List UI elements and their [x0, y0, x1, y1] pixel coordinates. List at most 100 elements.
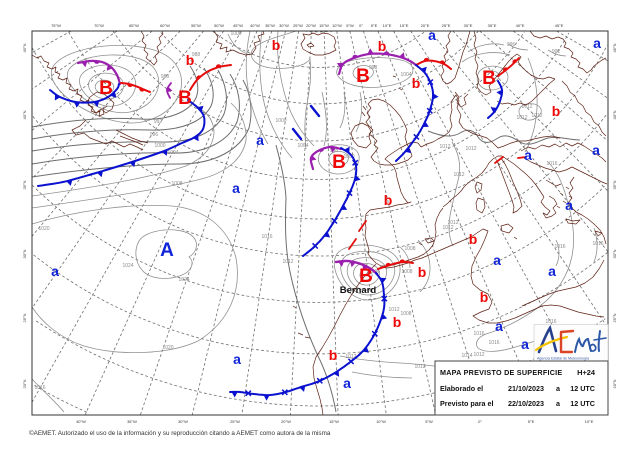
- svg-text:25°N: 25°N: [612, 313, 617, 322]
- svg-text:1012: 1012: [282, 259, 293, 265]
- svg-text:MAPA PREVISTO DE SUPERFICIE: MAPA PREVISTO DE SUPERFICIE: [440, 368, 562, 377]
- svg-text:b: b: [480, 289, 489, 305]
- svg-text:10°E: 10°E: [585, 419, 594, 424]
- svg-text:1000: 1000: [275, 118, 286, 124]
- svg-text:a: a: [556, 384, 561, 393]
- svg-text:Previsto para el: Previsto para el: [440, 399, 494, 408]
- svg-text:1000: 1000: [343, 154, 354, 160]
- svg-text:a: a: [493, 252, 501, 268]
- svg-text:20°E: 20°E: [421, 23, 430, 28]
- svg-text:1020: 1020: [38, 226, 49, 232]
- svg-text:a: a: [565, 197, 573, 213]
- svg-text:1016: 1016: [473, 331, 484, 337]
- svg-text:B: B: [178, 88, 192, 109]
- svg-text:10°W: 10°W: [376, 419, 386, 424]
- svg-text:H+24: H+24: [577, 368, 596, 377]
- svg-text:10°W: 10°W: [332, 23, 342, 28]
- svg-text:1012: 1012: [442, 225, 453, 231]
- svg-text:75°W: 75°W: [51, 23, 61, 28]
- svg-text:1012: 1012: [473, 352, 484, 358]
- svg-text:1012: 1012: [439, 144, 450, 150]
- svg-text:12 UTC: 12 UTC: [570, 399, 595, 408]
- svg-text:30°W: 30°W: [178, 419, 188, 424]
- svg-text:Bernard: Bernard: [340, 285, 377, 296]
- svg-text:1008: 1008: [171, 181, 182, 187]
- svg-text:15°E: 15°E: [400, 23, 409, 28]
- svg-text:35°N: 35°N: [22, 180, 27, 189]
- svg-text:b: b: [412, 75, 421, 91]
- svg-text:1012: 1012: [453, 172, 464, 178]
- svg-text:20°W: 20°W: [306, 23, 316, 28]
- svg-text:30°N: 30°N: [612, 249, 617, 258]
- svg-text:a: a: [233, 351, 241, 367]
- svg-text:1024: 1024: [122, 263, 133, 269]
- svg-text:a: a: [495, 318, 503, 334]
- svg-text:1016: 1016: [488, 340, 499, 346]
- svg-text:35°W: 35°W: [127, 419, 137, 424]
- svg-text:998: 998: [330, 148, 339, 154]
- svg-text:25°N: 25°N: [22, 313, 27, 322]
- svg-text:992: 992: [552, 49, 561, 55]
- svg-text:1004: 1004: [400, 72, 411, 78]
- svg-text:©AEMET. Autorizado el uso de l: ©AEMET. Autorizado el uso de la informac…: [29, 429, 331, 437]
- svg-text:b: b: [272, 37, 281, 53]
- svg-text:15°W: 15°W: [319, 23, 329, 28]
- svg-text:a: a: [556, 399, 561, 408]
- svg-text:992: 992: [154, 119, 163, 125]
- svg-text:55°W: 55°W: [191, 23, 201, 28]
- svg-text:1016: 1016: [554, 244, 565, 250]
- svg-text:a: a: [521, 336, 529, 352]
- svg-text:40°W: 40°W: [76, 419, 86, 424]
- svg-text:996: 996: [507, 42, 516, 48]
- svg-text:1012: 1012: [465, 146, 476, 152]
- svg-text:12 UTC: 12 UTC: [570, 384, 595, 393]
- svg-text:1016: 1016: [261, 234, 272, 240]
- svg-text:1004: 1004: [167, 150, 178, 156]
- svg-text:35°W: 35°W: [265, 23, 275, 28]
- svg-text:25°W: 25°W: [230, 419, 240, 424]
- svg-text:1004: 1004: [297, 143, 308, 149]
- svg-text:5°W: 5°W: [346, 23, 354, 28]
- svg-text:70°W: 70°W: [94, 23, 104, 28]
- svg-text:5°W: 5°W: [425, 419, 433, 424]
- svg-text:30°E: 30°E: [464, 23, 473, 28]
- svg-text:a: a: [524, 147, 532, 163]
- svg-text:5°E: 5°E: [371, 23, 378, 28]
- svg-text:20°N: 20°N: [612, 379, 617, 388]
- svg-text:b: b: [378, 38, 387, 54]
- svg-text:a: a: [343, 375, 351, 391]
- svg-text:a: a: [51, 263, 59, 279]
- svg-text:b: b: [393, 314, 402, 330]
- svg-text:40°E: 40°E: [516, 23, 525, 28]
- svg-text:45°W: 45°W: [233, 23, 243, 28]
- svg-text:1012: 1012: [345, 354, 356, 360]
- svg-text:1024: 1024: [178, 277, 189, 283]
- svg-text:1008: 1008: [401, 269, 412, 275]
- svg-text:40°N: 40°N: [612, 110, 617, 119]
- svg-text:1016: 1016: [546, 161, 557, 167]
- svg-text:50°W: 50°W: [214, 23, 224, 28]
- svg-text:1016: 1016: [34, 385, 45, 391]
- svg-text:1000: 1000: [230, 31, 241, 37]
- svg-text:B: B: [99, 78, 113, 99]
- svg-text:45°E: 45°E: [555, 23, 564, 28]
- svg-text:1012: 1012: [531, 113, 542, 119]
- svg-text:a: a: [232, 180, 240, 196]
- svg-text:b: b: [329, 347, 338, 363]
- svg-text:10°E: 10°E: [383, 23, 392, 28]
- svg-text:a: a: [548, 263, 556, 279]
- svg-text:1016: 1016: [545, 319, 556, 325]
- svg-text:45°N: 45°N: [22, 43, 27, 52]
- svg-text:a: a: [592, 142, 600, 158]
- svg-text:B: B: [332, 152, 346, 173]
- svg-text:988: 988: [192, 52, 201, 58]
- svg-text:65°W: 65°W: [129, 23, 139, 28]
- svg-text:30°N: 30°N: [22, 249, 27, 258]
- svg-text:1020: 1020: [162, 345, 173, 351]
- svg-text:22/10/2023: 22/10/2023: [508, 399, 544, 408]
- svg-text:35°N: 35°N: [612, 180, 617, 189]
- svg-text:b: b: [186, 52, 195, 68]
- svg-text:1012: 1012: [447, 220, 458, 226]
- svg-text:25°W: 25°W: [293, 23, 303, 28]
- svg-text:b: b: [384, 192, 393, 208]
